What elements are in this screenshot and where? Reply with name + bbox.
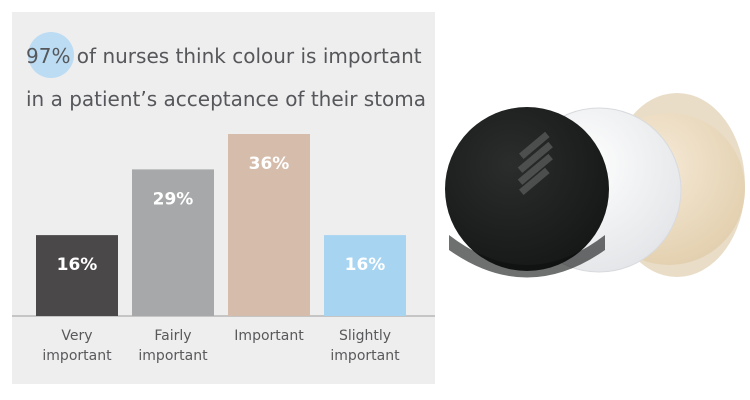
chart-title-line1: 97% of nurses think colour is important (26, 32, 426, 78)
category-label-1-line-2: important (42, 348, 112, 364)
highlight-stat: 97% (26, 32, 74, 78)
category-label-2-line-2: important (138, 348, 208, 364)
data-label-4: 16% (345, 255, 386, 275)
category-label-4-line-2: important (330, 348, 400, 364)
black-swatch-fold (449, 235, 605, 278)
chart-panel (12, 12, 435, 384)
chart-title-line2: in a patient’s acceptance of their stoma (26, 87, 427, 111)
category-label-1-line-1: Very (61, 328, 92, 344)
category-label-3-line-1: Important (234, 328, 304, 344)
stoma-bag-colour-samples-image (445, 93, 745, 278)
brand-mark-icon (517, 131, 553, 195)
category-label-4-line-1: Slightly (339, 328, 391, 344)
data-label-3: 36% (249, 154, 290, 174)
bar-1 (36, 235, 118, 316)
bar-4 (324, 235, 406, 316)
highlight-circle (28, 32, 74, 78)
bar-3 (228, 134, 310, 316)
category-label-2-line-1: Fairly (154, 328, 191, 344)
bar-2 (132, 169, 214, 316)
data-label-2: 29% (153, 189, 194, 209)
data-label-1: 16% (57, 255, 98, 275)
